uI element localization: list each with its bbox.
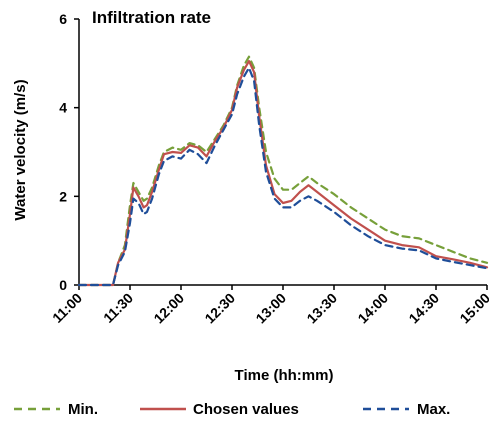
legend-label-min: Min. [68,401,98,418]
series-line-min [77,55,489,287]
series-line-max [77,66,489,287]
x-tick-label-3: 12:30 [201,290,238,327]
chart-title: Infiltration rate [92,8,211,27]
y-tick-label-2: 4 [59,100,67,116]
y-ticks: 0 2 4 6 [59,11,79,293]
legend: Min. Chosen values Max. [14,401,450,418]
x-tick-label-4: 13:00 [252,290,289,327]
x-tick-label-0: 11:00 [49,290,85,326]
legend-item-chosen-values: Chosen values [140,401,299,418]
legend-label-chosen-values: Chosen values [193,401,299,418]
y-axis-label: Water velocity (m/s) [12,79,29,220]
y-tick-label-0: 0 [59,277,67,293]
x-tick-label-2: 12:00 [150,290,187,327]
x-tick-label-6: 14:00 [354,290,391,327]
x-tick-label-5: 13:30 [303,290,340,327]
legend-item-min: Min. [14,401,98,418]
legend-label-max: Max. [417,401,450,418]
x-tick-label-1: 11:30 [100,290,136,326]
x-tick-label-7: 14:30 [405,290,442,327]
y-tick-label-1: 2 [59,188,67,204]
legend-item-max: Max. [363,401,450,418]
y-tick-label-3: 6 [59,11,67,27]
x-tick-label-8: 15:00 [456,290,489,327]
series-lines [77,55,489,287]
series-line-chosen-values [77,60,489,287]
x-axis-label: Time (hh:mm) [235,367,334,384]
x-ticks: 11:00 11:30 12:00 12:30 13:00 13:30 14:00 14:30… [49,285,489,326]
